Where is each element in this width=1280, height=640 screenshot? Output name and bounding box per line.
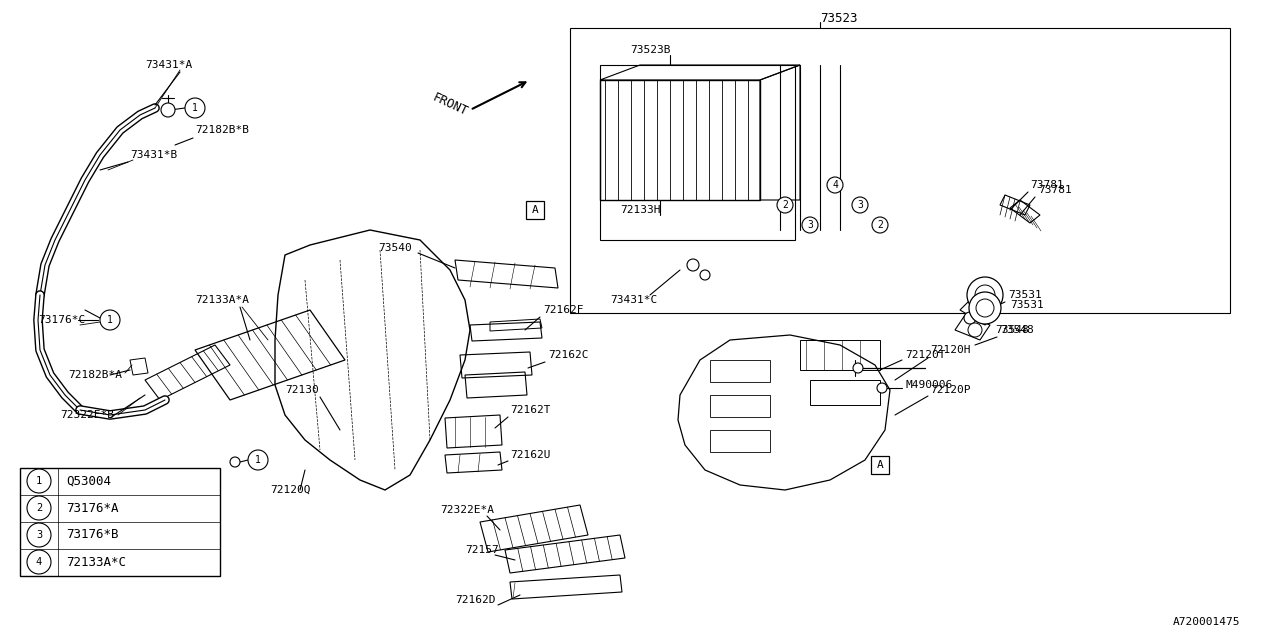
Circle shape xyxy=(186,98,205,118)
Text: 3: 3 xyxy=(36,530,42,540)
Text: 72182B*B: 72182B*B xyxy=(195,125,250,135)
Bar xyxy=(710,395,771,417)
Text: 73540: 73540 xyxy=(378,243,412,253)
Text: 73431*C: 73431*C xyxy=(611,295,657,305)
Circle shape xyxy=(100,310,120,330)
Circle shape xyxy=(968,323,982,337)
Circle shape xyxy=(872,217,888,233)
Text: 73431*A: 73431*A xyxy=(145,60,192,70)
Bar xyxy=(800,340,881,370)
Circle shape xyxy=(248,450,268,470)
Circle shape xyxy=(852,197,868,213)
Circle shape xyxy=(700,270,710,280)
Circle shape xyxy=(977,299,995,317)
Text: 73531: 73531 xyxy=(1010,300,1043,310)
Text: 72157: 72157 xyxy=(465,545,499,555)
Bar xyxy=(570,28,1230,313)
Text: 73176*A: 73176*A xyxy=(67,502,119,515)
Bar xyxy=(810,380,881,405)
Circle shape xyxy=(230,457,241,467)
Text: 72120H: 72120H xyxy=(931,345,970,355)
Text: 1: 1 xyxy=(255,455,261,465)
Text: 73431*B: 73431*B xyxy=(131,150,177,160)
Circle shape xyxy=(27,496,51,520)
Bar xyxy=(600,80,760,200)
Circle shape xyxy=(27,469,51,493)
Bar xyxy=(600,65,795,240)
Text: 72162T: 72162T xyxy=(509,405,550,415)
Text: 72162F: 72162F xyxy=(543,305,584,315)
Bar xyxy=(20,468,220,576)
Text: 72162D: 72162D xyxy=(454,595,495,605)
Circle shape xyxy=(27,550,51,574)
Text: 72130: 72130 xyxy=(285,385,319,395)
Text: A720001475: A720001475 xyxy=(1172,617,1240,627)
Text: 72322E*B: 72322E*B xyxy=(60,410,114,420)
Text: 72162C: 72162C xyxy=(548,350,589,360)
Text: 73548: 73548 xyxy=(995,325,1029,335)
Circle shape xyxy=(827,177,844,193)
Text: 1: 1 xyxy=(192,103,198,113)
Text: 72120T: 72120T xyxy=(905,350,946,360)
Text: 4: 4 xyxy=(832,180,838,190)
Text: 72120Q: 72120Q xyxy=(270,485,311,495)
Text: FRONT: FRONT xyxy=(430,91,470,119)
Text: 2: 2 xyxy=(36,503,42,513)
Text: A: A xyxy=(531,205,539,215)
Bar xyxy=(710,430,771,452)
Text: 73176*B: 73176*B xyxy=(67,529,119,541)
Circle shape xyxy=(975,285,995,305)
Circle shape xyxy=(852,363,863,373)
Text: 3: 3 xyxy=(808,220,813,230)
Text: 72133H: 72133H xyxy=(620,205,660,215)
Circle shape xyxy=(687,259,699,271)
Text: 72182B*A: 72182B*A xyxy=(68,370,122,380)
Text: 73781: 73781 xyxy=(1038,185,1071,195)
Circle shape xyxy=(966,277,1004,313)
Text: 2: 2 xyxy=(782,200,788,210)
Text: 73548: 73548 xyxy=(1000,325,1034,335)
Text: 73523: 73523 xyxy=(820,12,858,24)
Text: 72120P: 72120P xyxy=(931,385,970,395)
Text: A: A xyxy=(877,460,883,470)
Bar xyxy=(710,360,771,382)
Circle shape xyxy=(803,217,818,233)
Text: 72133A*A: 72133A*A xyxy=(195,295,250,305)
Text: 73531: 73531 xyxy=(1009,290,1042,300)
Bar xyxy=(870,456,890,474)
Text: 73523B: 73523B xyxy=(630,45,671,55)
Text: M490006: M490006 xyxy=(905,380,952,390)
Text: 73176*C: 73176*C xyxy=(38,315,86,325)
Circle shape xyxy=(777,197,794,213)
Circle shape xyxy=(969,292,1001,324)
Text: 73781: 73781 xyxy=(1030,180,1064,190)
Text: 4: 4 xyxy=(36,557,42,567)
Text: Q53004: Q53004 xyxy=(67,474,111,488)
Text: 1: 1 xyxy=(36,476,42,486)
Text: 2: 2 xyxy=(877,220,883,230)
Bar xyxy=(526,201,544,219)
Circle shape xyxy=(27,523,51,547)
Text: 3: 3 xyxy=(858,200,863,210)
Circle shape xyxy=(964,312,977,324)
Circle shape xyxy=(877,383,887,393)
Text: 72162U: 72162U xyxy=(509,450,550,460)
Text: 72322E*A: 72322E*A xyxy=(440,505,494,515)
Circle shape xyxy=(161,103,175,117)
Text: 1: 1 xyxy=(108,315,113,325)
Text: 72133A*C: 72133A*C xyxy=(67,556,125,568)
